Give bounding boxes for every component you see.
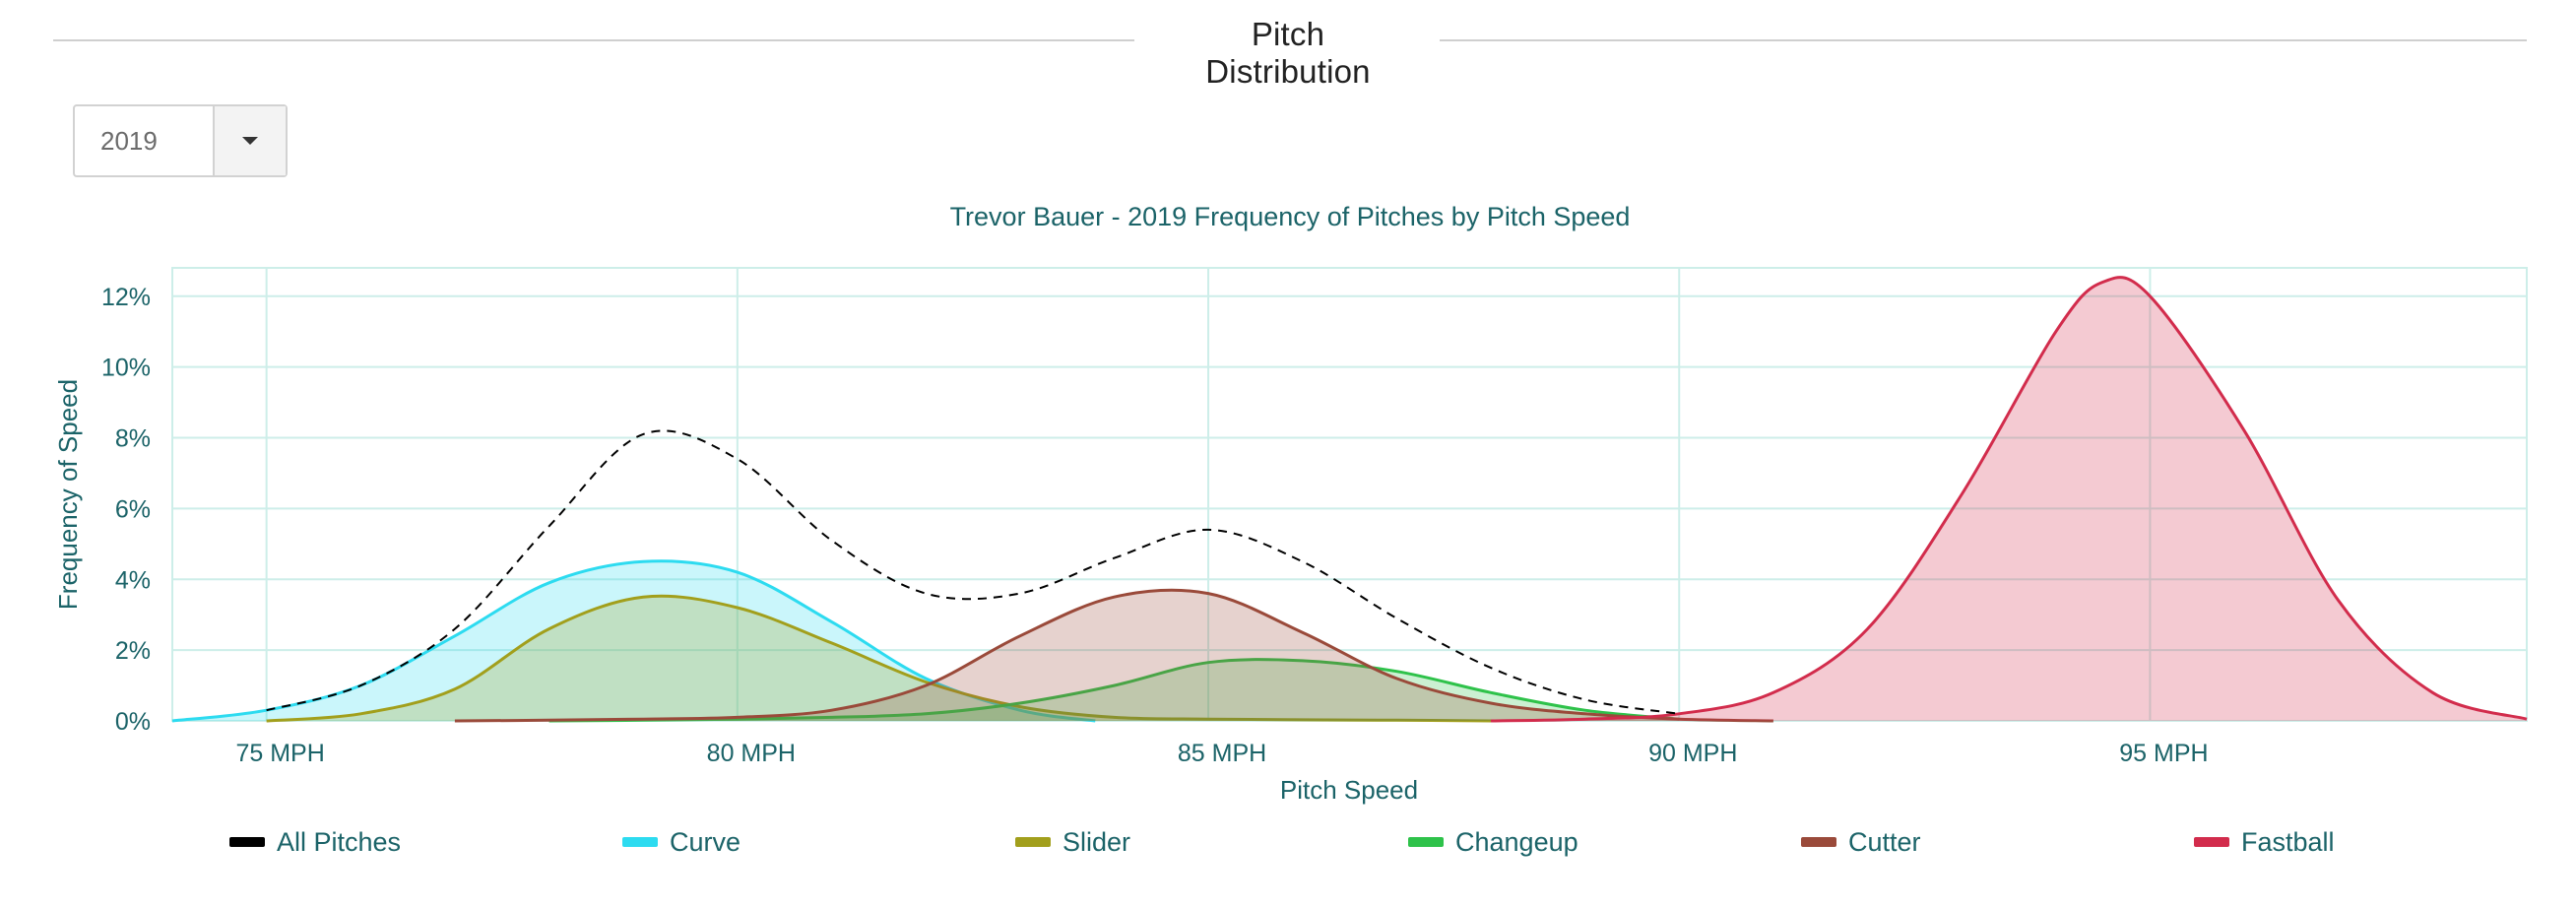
y-tick-label: 2% bbox=[115, 637, 151, 665]
legend-item-curve[interactable]: Curve bbox=[622, 827, 741, 857]
year-select[interactable]: 2019 bbox=[73, 104, 288, 177]
legend-label: All Pitches bbox=[277, 827, 401, 857]
legend-item-cutter[interactable]: Cutter bbox=[1801, 827, 1921, 857]
legend-swatch bbox=[1801, 837, 1836, 847]
series-line-all-pitches bbox=[266, 429, 1680, 715]
x-axis-title: Pitch Speed bbox=[1280, 775, 1418, 805]
y-tick-label: 12% bbox=[101, 284, 151, 311]
areas-layer bbox=[171, 276, 2528, 723]
legend-swatch bbox=[1408, 837, 1444, 847]
legend-item-slider[interactable]: Slider bbox=[1015, 827, 1130, 857]
caret-down-icon bbox=[242, 137, 258, 145]
series-line-slider bbox=[266, 594, 1492, 723]
legend-item-all-pitches[interactable]: All Pitches bbox=[229, 827, 401, 857]
section-title: Pitch Distribution bbox=[1205, 16, 1371, 90]
series-area-curve bbox=[172, 560, 1096, 721]
legend-swatch bbox=[1015, 837, 1051, 847]
section-header: Pitch Distribution bbox=[0, 0, 2576, 90]
legend: All Pitches Curve Slider Changeup Cutter Fast… bbox=[229, 827, 2335, 857]
y-tick-label: 8% bbox=[115, 425, 151, 453]
legend-label: Cutter bbox=[1848, 827, 1921, 857]
legend-label: Fastball bbox=[2241, 827, 2335, 857]
x-tick-label: 95 MPH bbox=[2119, 740, 2208, 767]
series-area-slider bbox=[266, 596, 1492, 721]
series-line-changeup bbox=[548, 658, 1680, 723]
legend-label: Changeup bbox=[1455, 827, 1578, 857]
x-tick-label: 85 MPH bbox=[1178, 740, 1266, 767]
series-area-changeup bbox=[548, 659, 1680, 721]
chart-title: Trevor Bauer - 2019 Frequency of Pitches… bbox=[950, 202, 1631, 231]
legend-item-fastball[interactable]: Fastball bbox=[2194, 827, 2335, 857]
legend-swatch bbox=[622, 837, 658, 847]
axis-layer: 0% 2% 4% 6% 8% 10% 12% 75 MPH 80 MPH 85 MPH 90 MPH… bbox=[101, 284, 2209, 767]
legend-swatch bbox=[229, 837, 265, 847]
y-tick-label: 6% bbox=[115, 495, 151, 523]
series-line-fastball bbox=[1490, 276, 2528, 723]
x-tick-label: 80 MPH bbox=[707, 740, 796, 767]
year-select-toggle-button[interactable] bbox=[213, 106, 286, 175]
y-tick-label: 4% bbox=[115, 566, 151, 594]
y-axis-title: Frequency of Speed bbox=[53, 379, 83, 610]
pitch-speed-chart: Trevor Bauer - 2019 Frequency of Pitches… bbox=[53, 202, 2528, 857]
legend-swatch bbox=[2194, 837, 2229, 847]
x-tick-label: 90 MPH bbox=[1648, 740, 1737, 767]
y-tick-label: 0% bbox=[115, 708, 151, 736]
legend-label: Curve bbox=[670, 827, 741, 857]
x-tick-label: 75 MPH bbox=[235, 740, 324, 767]
header-rule-right bbox=[1440, 39, 2527, 41]
series-line-cutter bbox=[454, 588, 1773, 723]
series-area-fastball bbox=[1491, 277, 2527, 721]
legend-label: Slider bbox=[1063, 827, 1130, 857]
legend-item-changeup[interactable]: Changeup bbox=[1408, 827, 1578, 857]
series-area-cutter bbox=[454, 590, 1773, 721]
y-tick-label: 10% bbox=[101, 355, 151, 382]
year-select-value: 2019 bbox=[100, 126, 158, 156]
header-rule-left bbox=[53, 39, 1134, 41]
